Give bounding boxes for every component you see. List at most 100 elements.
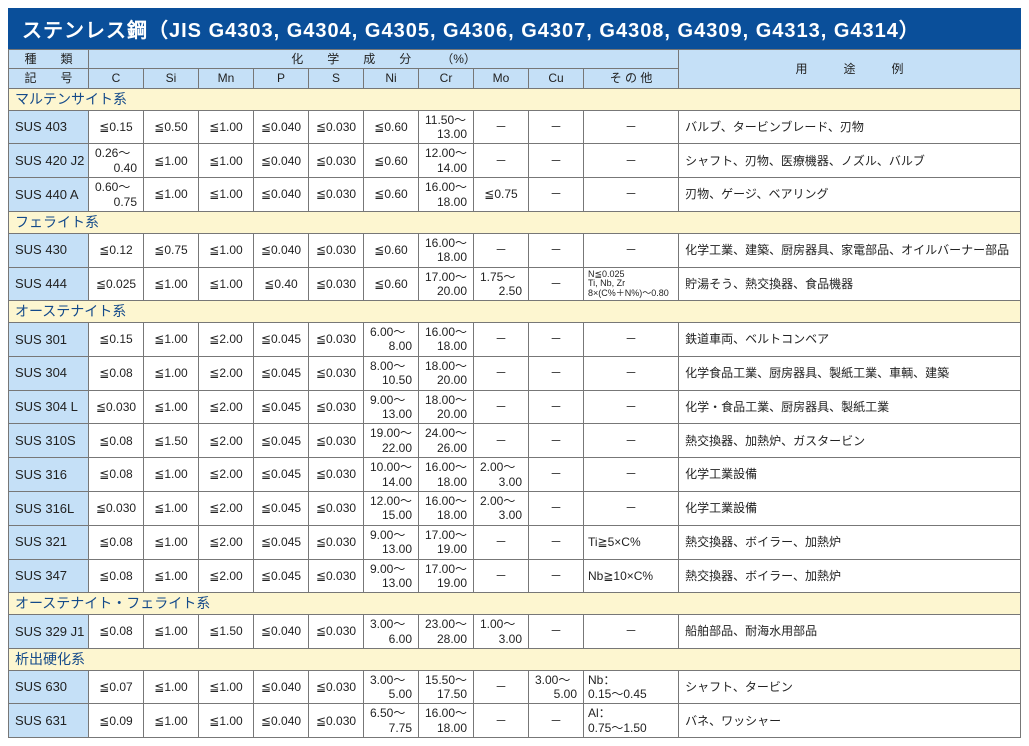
cell-cu: － [529,390,584,424]
cell-c: 0.26～0.40 [89,144,144,178]
steel-symbol: SUS 304 L [9,390,89,424]
table-row: SUS 310S≦0.08≦1.50≦2.00≦0.045≦0.03019.00… [9,424,1021,458]
cell-cr: 12.00～14.00 [419,144,474,178]
group-name: オーステナイト系 [9,301,1021,323]
table-row: SUS 321≦0.08≦1.00≦2.00≦0.045≦0.0309.00～1… [9,525,1021,559]
cell-cr: 23.00～28.00 [419,615,474,649]
header-mo: Mo [474,69,529,88]
steel-symbol: SUS 403 [9,110,89,144]
cell-cu: － [529,323,584,357]
group-row: フェライト系 [9,211,1021,233]
cell-p: ≦0.040 [254,704,309,738]
cell-si: ≦1.00 [144,615,199,649]
steel-symbol: SUS 310S [9,424,89,458]
cell-cr: 16.00～18.00 [419,233,474,267]
cell-mo: － [474,559,529,593]
cell-mo: － [474,356,529,390]
cell-cr: 16.00～18.00 [419,458,474,492]
cell-mo: 1.00～3.00 [474,615,529,649]
cell-s: ≦0.030 [309,144,364,178]
header-c: C [89,69,144,88]
cell-mo: － [474,390,529,424]
cell-other: － [584,233,679,267]
cell-ni: 6.50～7.75 [364,704,419,738]
cell-cr: 17.00～19.00 [419,559,474,593]
cell-s: ≦0.030 [309,233,364,267]
cell-s: ≦0.030 [309,356,364,390]
cell-cr: 17.00～20.00 [419,267,474,301]
cell-c: ≦0.12 [89,233,144,267]
header-chem: 化 学 成 分 （%） [89,50,679,69]
cell-ni: ≦0.60 [364,233,419,267]
table-row: SUS 440 A0.60～0.75≦1.00≦1.00≦0.040≦0.030… [9,178,1021,212]
group-row: オーステナイト系 [9,301,1021,323]
steel-symbol: SUS 329 J1 [9,615,89,649]
header-ni: Ni [364,69,419,88]
cell-other: － [584,458,679,492]
cell-other: Nb≧10×C% [584,559,679,593]
cell-s: ≦0.030 [309,323,364,357]
cell-ni: 6.00～8.00 [364,323,419,357]
usage-cell: 化学工業、建築、厨房器具、家電部品、オイルバーナー部品 [679,233,1021,267]
usage-cell: 熱交換器、ボイラー、加熱炉 [679,559,1021,593]
cell-ni: 3.00～5.00 [364,670,419,704]
cell-p: ≦0.040 [254,144,309,178]
group-name: フェライト系 [9,211,1021,233]
cell-mo: ≦0.75 [474,178,529,212]
cell-ni: 10.00～14.00 [364,458,419,492]
group-row: マルテンサイト系 [9,88,1021,110]
cell-si: ≦1.00 [144,670,199,704]
cell-cr: 11.50～13.00 [419,110,474,144]
cell-s: ≦0.030 [309,559,364,593]
cell-si: ≦1.00 [144,356,199,390]
steel-symbol: SUS 420 J2 [9,144,89,178]
cell-mn: ≦2.00 [199,559,254,593]
cell-other: Nb： 0.15～0.45 [584,670,679,704]
cell-mo: － [474,144,529,178]
cell-mn: ≦2.00 [199,458,254,492]
header-si: Si [144,69,199,88]
cell-mn: ≦1.00 [199,704,254,738]
usage-cell: 化学食品工業、厨房器具、製紙工業、車輌、建築 [679,356,1021,390]
cell-c: ≦0.15 [89,110,144,144]
cell-mn: ≦1.00 [199,267,254,301]
steel-table: 種 類 化 学 成 分 （%） 用 途 例 記 号 C Si Mn P S Ni… [8,49,1021,738]
cell-s: ≦0.030 [309,615,364,649]
cell-si: ≦0.50 [144,110,199,144]
cell-s: ≦0.030 [309,267,364,301]
cell-s: ≦0.030 [309,525,364,559]
header-mn: Mn [199,69,254,88]
cell-s: ≦0.030 [309,704,364,738]
cell-mn: ≦2.00 [199,356,254,390]
cell-si: ≦1.00 [144,525,199,559]
steel-symbol: SUS 321 [9,525,89,559]
group-name: マルテンサイト系 [9,88,1021,110]
usage-cell: 化学工業設備 [679,491,1021,525]
cell-cr: 18.00～20.00 [419,390,474,424]
cell-c: 0.60～0.75 [89,178,144,212]
table-row: SUS 316L≦0.030≦1.00≦2.00≦0.045≦0.03012.0… [9,491,1021,525]
cell-other: Al： 0.75～1.50 [584,704,679,738]
cell-cu: － [529,704,584,738]
cell-cr: 24.00～26.00 [419,424,474,458]
cell-mo: － [474,110,529,144]
table-row: SUS 403≦0.15≦0.50≦1.00≦0.040≦0.030≦0.601… [9,110,1021,144]
cell-ni: ≦0.60 [364,178,419,212]
cell-cr: 17.00～19.00 [419,525,474,559]
cell-p: ≦0.040 [254,178,309,212]
cell-ni: 8.00～10.50 [364,356,419,390]
cell-other: － [584,356,679,390]
cell-mn: ≦1.00 [199,178,254,212]
cell-p: ≦0.045 [254,390,309,424]
cell-p: ≦0.040 [254,110,309,144]
cell-mn: ≦2.00 [199,323,254,357]
cell-si: ≦1.00 [144,559,199,593]
cell-c: ≦0.030 [89,491,144,525]
cell-other: － [584,491,679,525]
cell-p: ≦0.40 [254,267,309,301]
cell-cu: － [529,424,584,458]
cell-other: － [584,424,679,458]
cell-c: ≦0.08 [89,525,144,559]
cell-mo: － [474,233,529,267]
cell-other: － [584,323,679,357]
